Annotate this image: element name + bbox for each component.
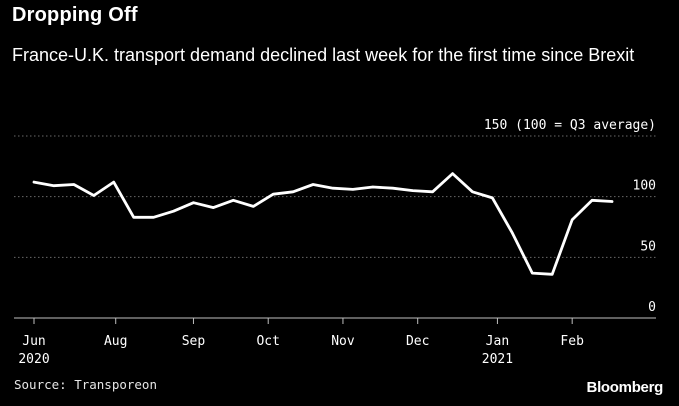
series-line (32, 172, 614, 276)
data-point (172, 210, 175, 213)
y-tick-label: 0 (648, 300, 656, 315)
x-tick-label: Oct (256, 334, 279, 349)
x-year-label: 2021 (482, 352, 513, 367)
y-tick-label: 100 (633, 179, 656, 194)
data-point (291, 190, 295, 194)
data-point (331, 186, 335, 190)
x-year-label: 2020 (18, 352, 49, 367)
data-point (491, 196, 494, 200)
x-tick-label: Nov (331, 334, 355, 349)
data-point (152, 216, 155, 219)
y-tick-label: 150 (100 = Q3 average) (484, 118, 656, 133)
data-point (570, 218, 574, 221)
data-point (610, 200, 614, 203)
data-point (212, 206, 215, 209)
data-point (511, 231, 514, 235)
x-tick-label: Jun (22, 334, 45, 349)
data-point (411, 189, 414, 192)
data-point (192, 201, 195, 204)
data-point (531, 271, 534, 275)
x-tick-label: Dec (406, 334, 429, 349)
x-tick-label: Feb (560, 334, 584, 349)
data-point (391, 186, 394, 190)
x-tick-label: Jan (486, 334, 509, 349)
data-point (92, 194, 95, 197)
chart-subtitle: France-U.K. transport demand declined la… (12, 45, 635, 65)
data-point (590, 199, 594, 202)
data-point (431, 190, 434, 194)
data-point (551, 273, 554, 276)
chart-title: Dropping Off (12, 4, 138, 26)
x-tick-label: Sep (182, 334, 206, 349)
bloomberg-logo: Bloomberg (586, 379, 664, 396)
data-point (471, 190, 474, 194)
data-point (351, 188, 355, 191)
y-tick-label: 50 (640, 239, 656, 254)
data-point (112, 180, 115, 184)
data-point (252, 205, 255, 208)
data-point (371, 185, 375, 189)
source-note: Source: Transporeon (14, 377, 157, 392)
data-point (72, 183, 76, 186)
data-point (451, 172, 454, 175)
data-point (32, 180, 36, 184)
data-point (232, 199, 235, 202)
data-point (132, 216, 135, 219)
data-point (52, 184, 56, 187)
data-point (271, 193, 275, 196)
data-point (311, 183, 315, 186)
x-tick-label: Aug (104, 334, 127, 349)
